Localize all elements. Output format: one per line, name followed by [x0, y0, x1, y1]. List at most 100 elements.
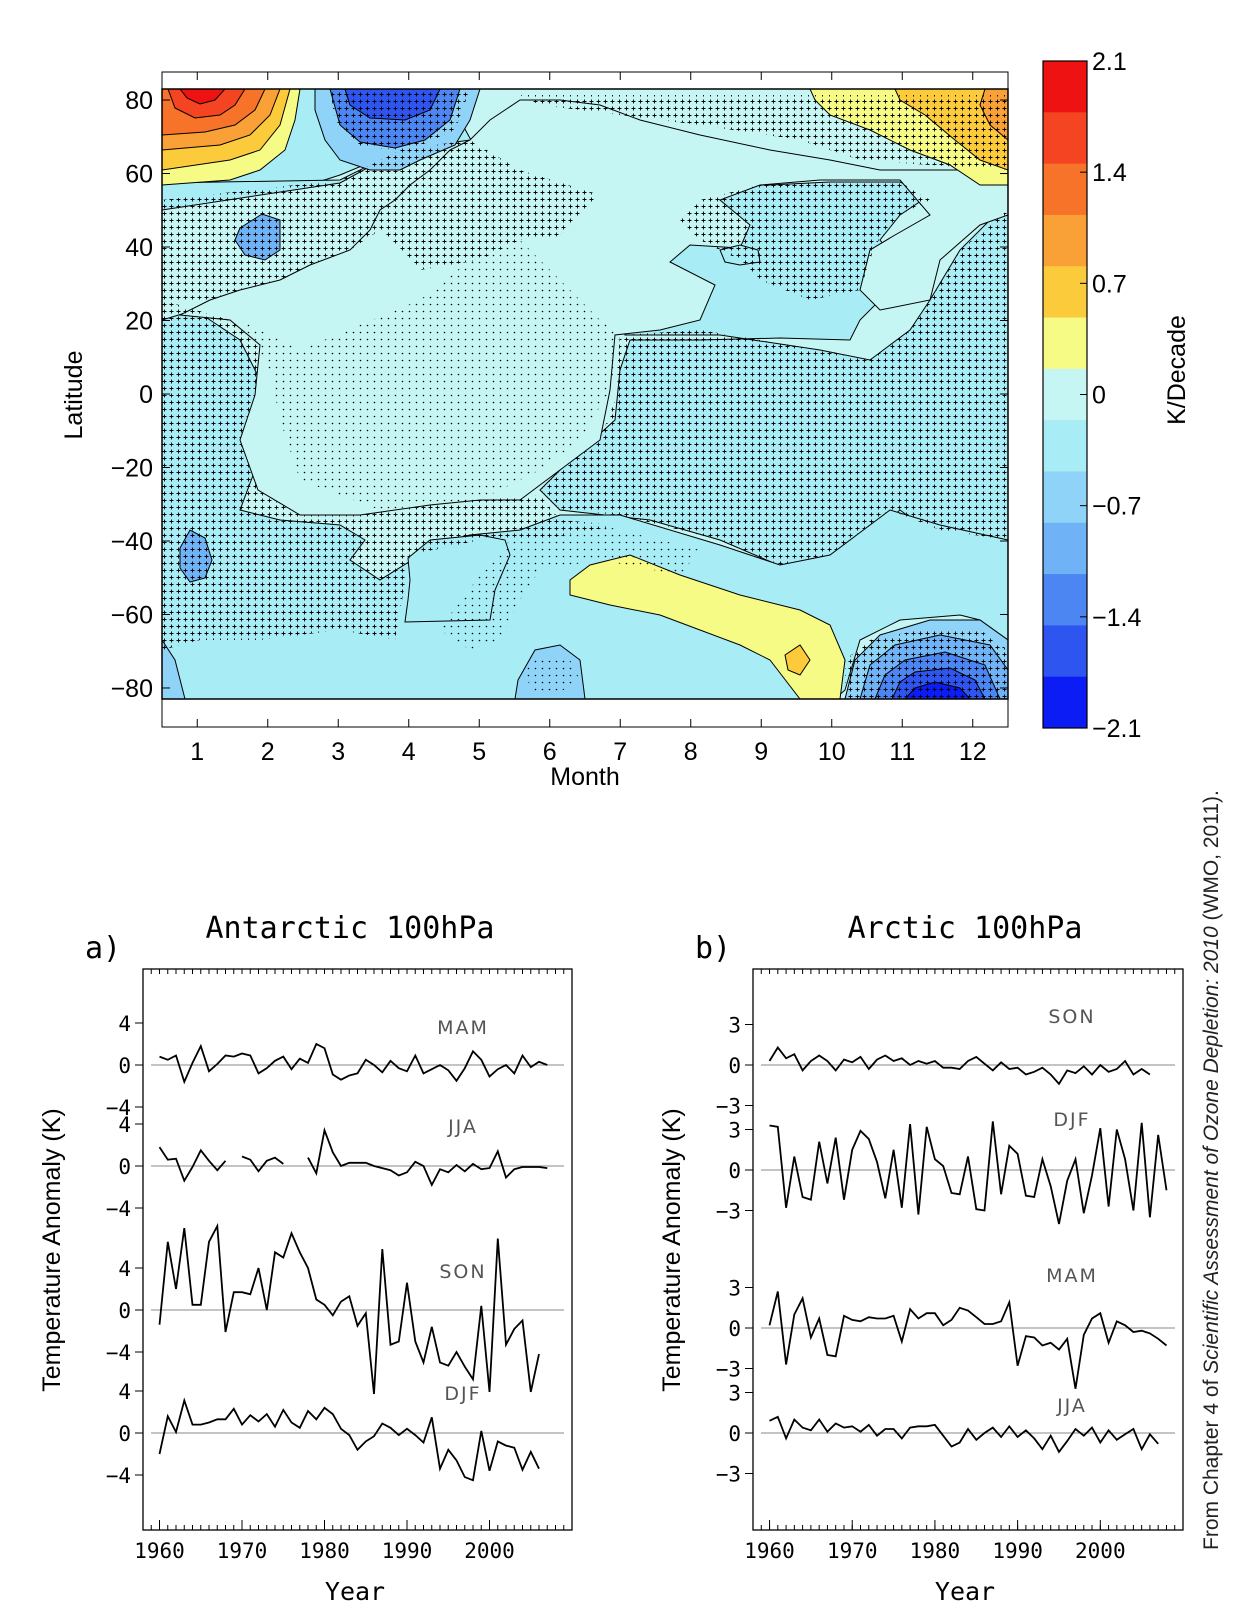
heatmap-y-tick-label: 40 — [125, 234, 153, 262]
panel-b-title: Arctic 100hPa — [848, 911, 1083, 946]
series-line — [769, 1121, 1168, 1225]
heatmap-x-tick-label: 5 — [472, 738, 486, 766]
panel-b-plot: 1960 1970 1980 1990 2000 3 0 −3 SON 3 0 −3 DJF 3 0 −3 MA… — [716, 969, 1184, 1563]
heatmap-y-tick-label: 60 — [125, 161, 153, 189]
heatmap-x-tick-label: 12 — [959, 738, 987, 766]
significance-plus-northeast — [680, 182, 930, 300]
y-tick-label: −3 — [716, 1095, 741, 1119]
panel-a-title: Antarctic 100hPa — [206, 911, 495, 946]
colorbar-cell — [1043, 625, 1087, 678]
series-line — [768, 1291, 1168, 1389]
panel-a-antarctic: a) Antarctic 100hPa 1960 1970 1980 1990 2000… — [38, 911, 573, 1606]
panel-b-y-label: Temperature Anomaly (K) — [658, 1108, 686, 1391]
x-tick-label: 1980 — [299, 1539, 350, 1563]
y-tick-label: 3 — [728, 1382, 741, 1406]
y-tick-label: 4 — [118, 1113, 131, 1137]
y-tick-label: −3 — [716, 1358, 741, 1382]
series-label: JJA — [447, 1116, 478, 1138]
colorbar-cells — [1043, 61, 1087, 729]
y-tick-label: 0 — [728, 1422, 741, 1446]
panel-a-x-label: Year — [325, 1577, 385, 1606]
panel-b-arctic: b) Arctic 100hPa 1960 1970 1980 1990 2000 3 0 −… — [658, 911, 1184, 1606]
series-label: DJF — [1053, 1109, 1090, 1131]
colorbar-ticks: 2.1 1.4 0.7 0 −0.7 −1.4 −2.1 — [1080, 48, 1141, 743]
heatmap-x-tick-label: 3 — [331, 738, 345, 766]
source-note-prefix: From Chapter 4 of — [1200, 1374, 1223, 1550]
y-tick-label: 4 — [118, 1257, 131, 1281]
heatmap-x-tick-label: 8 — [684, 738, 698, 766]
heatmap-y-tick-label: −60 — [111, 601, 153, 629]
source-note: From Chapter 4 of Scientific Assessment … — [1200, 790, 1223, 1550]
y-tick-label: 0 — [118, 1054, 131, 1078]
series-label: MAM — [437, 1017, 489, 1039]
heatmap-y-tick-label: −20 — [111, 454, 153, 482]
heatmap-axes-box — [161, 71, 1009, 728]
y-tick-label: −4 — [106, 1096, 131, 1120]
y-tick-label: 0 — [118, 1299, 131, 1323]
heatmap-y-tick-label: 20 — [125, 308, 153, 336]
heatmap-x-tick-label: 4 — [402, 738, 416, 766]
colorbar-cell — [1043, 420, 1087, 472]
x-tick-label: 1980 — [910, 1539, 961, 1563]
x-tick-label: 1990 — [382, 1539, 433, 1563]
source-note-suffix: (WMO, 2011). — [1200, 790, 1223, 926]
colorbar-tick-label: 1.4 — [1092, 159, 1127, 187]
colorbar-cell — [1043, 163, 1087, 216]
panel-a-y-label: Temperature Anomaly (K) — [38, 1108, 66, 1391]
region-arctic-jan-warming-6 — [179, 89, 226, 105]
y-tick-label: 3 — [728, 1014, 741, 1038]
series-line — [241, 1155, 284, 1173]
panel-b-label: b) — [695, 931, 731, 966]
y-tick-label: −3 — [716, 1200, 741, 1224]
heatmap-x-ticks: 1 2 3 4 5 6 7 8 9 10 11 12 — [190, 72, 987, 766]
significance-plus-antarctic — [845, 630, 1008, 699]
x-tick-label: 2000 — [464, 1539, 515, 1563]
x-tick-label: 1960 — [744, 1539, 795, 1563]
colorbar-cell — [1043, 471, 1087, 524]
colorbar: 2.1 1.4 0.7 0 −0.7 −1.4 −2.1 K/Decade — [1042, 48, 1191, 743]
series-label: JJA — [1056, 1395, 1087, 1417]
heatmap-y-tick-label: −40 — [111, 528, 153, 556]
significance-dot-jun — [525, 655, 580, 692]
colorbar-cell — [1043, 317, 1087, 370]
colorbar-cell — [1043, 368, 1087, 421]
series-line — [159, 1042, 548, 1085]
x-tick-label: 1960 — [134, 1539, 185, 1563]
region-southern-winter-warming-core — [784, 644, 811, 676]
significance-dot-center — [240, 240, 620, 510]
y-tick-label: 0 — [118, 1422, 131, 1446]
heatmap-field — [162, 89, 1008, 699]
heatmap-y-label: Latitude — [60, 351, 88, 440]
colorbar-cell — [1043, 266, 1087, 319]
y-tick-label: 4 — [118, 1380, 131, 1404]
significance-dot-south — [440, 525, 700, 650]
significance-plus-east — [540, 210, 1008, 565]
colorbar-tick-label: −0.7 — [1092, 493, 1141, 521]
panel-b-x-label: Year — [935, 1577, 995, 1606]
y-tick-label: 0 — [728, 1054, 741, 1078]
x-tick-label: 1990 — [992, 1539, 1043, 1563]
colorbar-tick-label: −2.1 — [1092, 715, 1141, 743]
heatmap-x-tick-label: 10 — [818, 738, 846, 766]
heatmap-x-tick-label: 1 — [190, 738, 204, 766]
significance-plus-north — [162, 140, 600, 300]
x-tick-label: 1970 — [217, 1539, 268, 1563]
heatmap-y-tick-label: −80 — [111, 675, 153, 703]
heatmap-x-tick-label: 6 — [543, 738, 557, 766]
x-tick-label: 1970 — [827, 1539, 878, 1563]
series-line — [158, 1222, 540, 1395]
colorbar-tick-label: 0 — [1092, 382, 1106, 410]
colorbar-cell — [1043, 214, 1087, 267]
y-tick-label: −3 — [716, 1463, 741, 1487]
series-line — [307, 1126, 548, 1187]
heatmap-x-tick-label: 2 — [261, 738, 275, 766]
heatmap-y-tick-label: 0 — [139, 381, 153, 409]
y-tick-label: 0 — [728, 1159, 741, 1183]
significance-plus-arctic — [330, 89, 470, 150]
series-line — [158, 1397, 540, 1482]
series-line — [158, 1146, 227, 1183]
colorbar-cell — [1043, 522, 1087, 575]
y-tick-label: −4 — [106, 1197, 131, 1221]
